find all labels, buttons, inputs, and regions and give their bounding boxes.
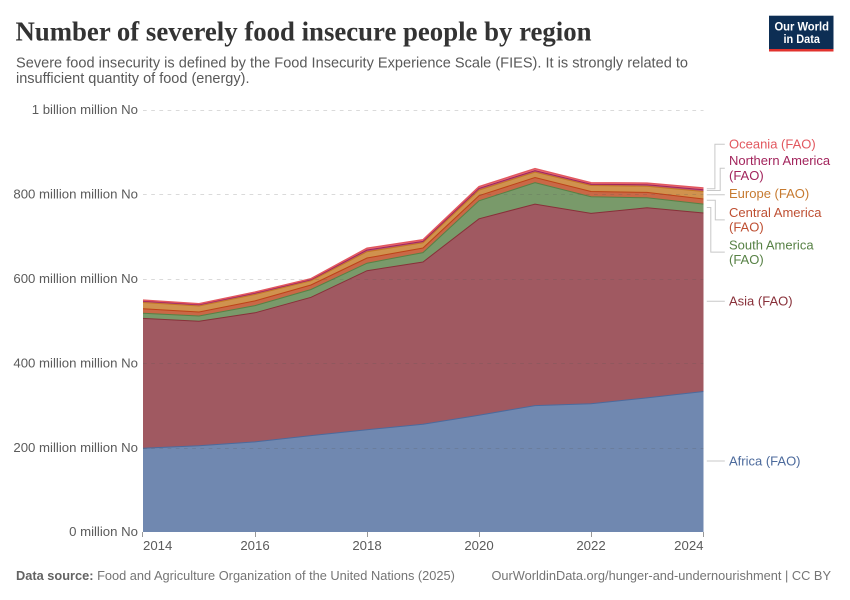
svg-text:Number of severely food insecu: Number of severely food insecure people … [16, 17, 592, 47]
svg-text:2016: 2016 [240, 538, 269, 553]
svg-text:Severe food insecurity is defi: Severe food insecurity is defined by the… [16, 56, 688, 72]
svg-text:200 million million No: 200 million million No [13, 440, 138, 455]
svg-text:in Data: in Data [783, 32, 820, 46]
svg-text:Northern America: Northern America [729, 153, 831, 168]
svg-text:Europe (FAO): Europe (FAO) [729, 186, 809, 201]
svg-text:(FAO): (FAO) [729, 220, 764, 235]
svg-text:Africa (FAO): Africa (FAO) [729, 454, 801, 469]
svg-text:400 million million No: 400 million million No [13, 355, 138, 370]
svg-text:OurWorldinData.org/hunger-and-: OurWorldinData.org/hunger-and-undernouri… [491, 568, 831, 583]
svg-text:0 million No: 0 million No [69, 524, 138, 539]
svg-text:2022: 2022 [576, 538, 605, 553]
svg-text:Asia (FAO): Asia (FAO) [729, 294, 793, 309]
svg-text:600 million million No: 600 million million No [13, 271, 138, 286]
svg-text:800 million million No: 800 million million No [13, 187, 138, 202]
svg-text:insufficient quantity of food: insufficient quantity of food (energy). [16, 71, 249, 87]
svg-text:Central America: Central America [729, 205, 822, 220]
svg-text:(FAO): (FAO) [729, 252, 764, 267]
svg-text:(FAO): (FAO) [729, 168, 764, 183]
svg-text:2024: 2024 [674, 538, 703, 553]
svg-text:Data source: Food and Agricult: Data source: Food and Agriculture Organi… [16, 568, 455, 583]
svg-text:2018: 2018 [352, 538, 381, 553]
svg-text:2020: 2020 [464, 538, 493, 553]
svg-text:2014: 2014 [143, 538, 172, 553]
svg-text:1 billion million No: 1 billion million No [32, 102, 138, 117]
svg-text:Oceania (FAO): Oceania (FAO) [729, 137, 816, 152]
svg-text:South America: South America [729, 237, 814, 252]
svg-text:Our World: Our World [774, 20, 829, 34]
